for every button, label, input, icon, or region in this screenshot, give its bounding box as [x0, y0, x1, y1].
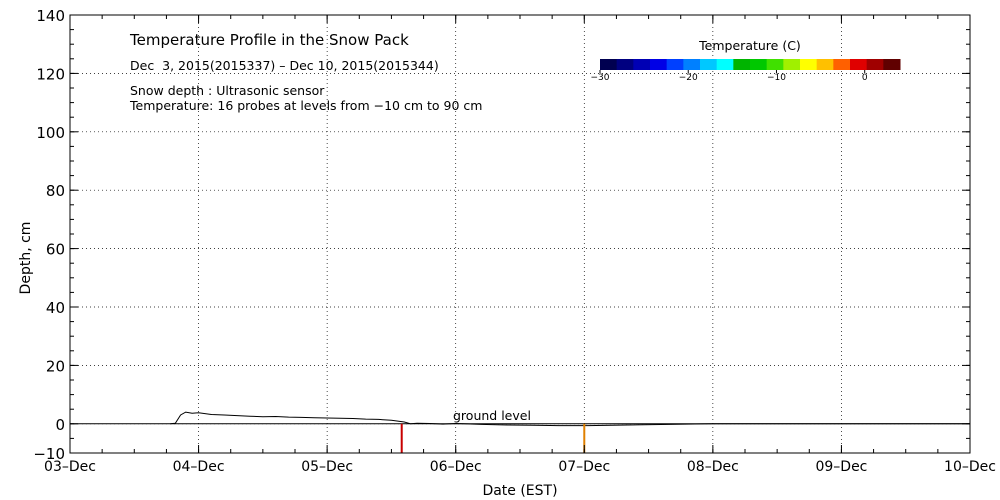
x-tick-label: 06–Dec — [430, 459, 482, 475]
colorbar: Temperature (C) −30 −20 −10 0 — [591, 38, 901, 83]
x-tick-label: 08–Dec — [687, 459, 739, 475]
note-temperature: Temperature: 16 probes at levels from −1… — [129, 98, 482, 113]
y-tick-label: 0 — [55, 416, 65, 434]
colorbar-tick-label: −30 — [591, 73, 610, 83]
chart-subtitle: Dec 3, 2015(2015337) – Dec 10, 2015(2015… — [130, 58, 439, 73]
y-tick-label: 120 — [36, 65, 65, 83]
y-tick-label: 40 — [46, 299, 65, 317]
x-axis: 03–Dec 04–Dec 05–Dec 06–Dec 07–Dec 08–Dec 09–D… — [44, 15, 996, 475]
colorbar-cell — [816, 59, 834, 70]
colorbar-cell — [883, 59, 901, 70]
x-tick-label: 05–Dec — [301, 459, 353, 475]
x-tick-label: 03–Dec — [44, 459, 96, 475]
colorbar-tick-label: −20 — [679, 73, 698, 83]
plot-area — [70, 411, 970, 453]
colorbar-cell — [600, 59, 618, 70]
ground-level-label: ground level — [453, 408, 531, 423]
x-axis-label: Date (EST) — [482, 483, 557, 499]
y-axis-label: Depth, cm — [18, 222, 34, 295]
chart-title: Temperature Profile in the Snow Pack — [129, 31, 409, 49]
y-tick-label: 140 — [36, 7, 65, 25]
colorbar-tick-label: 0 — [862, 73, 868, 83]
colorbar-cell — [683, 59, 701, 70]
grid-lines — [70, 15, 970, 453]
colorbar-cell — [666, 59, 684, 70]
snow-depth-series — [170, 411, 970, 427]
colorbar-cell — [650, 59, 668, 70]
colorbar-cell — [733, 59, 751, 70]
colorbar-cell — [716, 59, 734, 70]
y-tick-label: 60 — [46, 241, 65, 259]
x-tick-label: 10–Dec — [944, 459, 996, 475]
colorbar-cell — [766, 59, 784, 70]
colorbar-cell — [750, 59, 768, 70]
x-tick-label: 07–Dec — [558, 459, 610, 475]
colorbar-cell — [800, 59, 818, 70]
y-tick-label: 80 — [46, 182, 65, 200]
colorbar-cell — [850, 59, 868, 70]
y-tick-label: −10 — [33, 445, 65, 463]
note-snow-depth: Snow depth : Ultrasonic sensor — [130, 83, 325, 98]
colorbar-title: Temperature (C) — [698, 38, 801, 53]
colorbar-cell — [616, 59, 634, 70]
x-tick-label: 04–Dec — [173, 459, 225, 475]
y-tick-label: 20 — [46, 357, 65, 375]
colorbar-cell — [866, 59, 884, 70]
x-tick-label: 09–Dec — [815, 459, 867, 475]
colorbar-cell — [633, 59, 651, 70]
y-tick-label: 100 — [36, 124, 65, 142]
colorbar-cell — [700, 59, 718, 70]
plot-frame — [69, 14, 971, 454]
colorbar-tick-label: −10 — [767, 73, 786, 83]
colorbar-cell — [783, 59, 801, 70]
colorbar-cell — [833, 59, 851, 70]
y-axis: −10 0 20 40 60 80 100 120 140 — [33, 7, 970, 463]
